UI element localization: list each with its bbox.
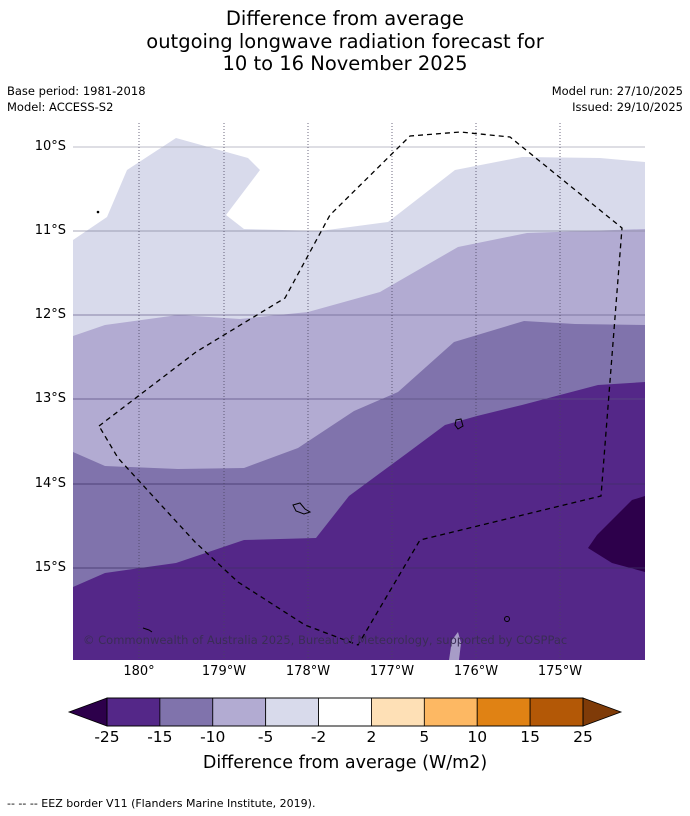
colorbar-tick-label: -2 bbox=[310, 728, 327, 746]
lat-label: 15°S bbox=[34, 560, 66, 575]
colorbar-over-arrow bbox=[582, 697, 623, 727]
lon-label: 176°W bbox=[453, 664, 499, 679]
issued-date: Issued: 29/10/2025 bbox=[572, 100, 683, 114]
colorbar-tick-label: 15 bbox=[520, 728, 540, 746]
colorbar-cell bbox=[318, 697, 372, 727]
gridlines bbox=[73, 123, 645, 660]
colorbar-cell bbox=[529, 697, 584, 727]
colorbar-tick-label: -15 bbox=[147, 728, 173, 746]
islands bbox=[96, 210, 510, 633]
lat-label: 10°S bbox=[34, 139, 66, 154]
colorbar-label: Difference from average (W/m2) bbox=[202, 753, 488, 773]
island-bottom-left bbox=[142, 627, 153, 633]
eez-border bbox=[98, 131, 623, 646]
lat-label: 12°S bbox=[34, 307, 66, 322]
title-line-3: 10 to 16 November 2025 bbox=[222, 52, 468, 75]
lon-label: 175°W bbox=[537, 664, 583, 679]
model-name: Model: ACCESS-S2 bbox=[7, 100, 114, 114]
island-south bbox=[504, 616, 510, 622]
lon-label: 179°W bbox=[201, 664, 247, 679]
colorbar-cell bbox=[159, 697, 214, 727]
map-title: Difference from average outgoing longwav… bbox=[0, 7, 690, 76]
lat-label: 13°S bbox=[34, 391, 66, 406]
lon-label: 178°W bbox=[285, 664, 331, 679]
island-center bbox=[454, 418, 464, 430]
title-line-1: Difference from average bbox=[225, 7, 465, 30]
lon-label: 180° bbox=[123, 664, 155, 679]
white-patch-bottom bbox=[449, 632, 461, 660]
colorbar-cell bbox=[106, 697, 161, 727]
eez-footnote: -- -- -- EEZ border V11 (Flanders Marine… bbox=[7, 797, 316, 810]
island-northwest-speck bbox=[96, 210, 100, 214]
title-line-2: outgoing longwave radiation forecast for bbox=[146, 29, 544, 53]
colorbar-cell bbox=[371, 697, 425, 727]
colorbar-cell bbox=[265, 697, 319, 727]
island-west bbox=[292, 502, 312, 515]
colorbar-tick-label: -25 bbox=[94, 728, 120, 746]
colorbar-tick-label: 5 bbox=[419, 728, 430, 746]
band-minus-25-to-minus-15 bbox=[73, 382, 645, 660]
colorbar-tick-label: -5 bbox=[257, 728, 274, 746]
colorbar-cell bbox=[423, 697, 478, 727]
model-run: Model run: 27/10/2025 bbox=[551, 84, 683, 98]
colorbar-tick-label: 10 bbox=[467, 728, 488, 746]
colorbar bbox=[67, 697, 623, 727]
olr-anomaly-field bbox=[73, 123, 645, 660]
band-below-minus-25 bbox=[588, 496, 645, 572]
colorbar-tick-label: -10 bbox=[200, 728, 226, 746]
base-period: Base period: 1981-2018 bbox=[7, 84, 146, 98]
colorbar-tick-label: 25 bbox=[573, 728, 593, 746]
meta-right: Model run: 27/10/2025 Issued: 29/10/2025 bbox=[552, 83, 683, 115]
lat-label: 11°S bbox=[34, 223, 66, 238]
colorbar-tick-label: 2 bbox=[366, 728, 377, 746]
lat-label: 14°S bbox=[34, 476, 66, 491]
copyright-notice: © Commonwealth of Australia 2025, Bureau… bbox=[83, 633, 568, 647]
colorbar-cell bbox=[212, 697, 267, 727]
meta-left: Base period: 1981-2018 Model: ACCESS-S2 bbox=[7, 83, 146, 115]
colorbar-under-arrow bbox=[67, 697, 108, 727]
lon-label: 177°W bbox=[369, 664, 415, 679]
colorbar-cell bbox=[476, 697, 531, 727]
colorbar-outline bbox=[106, 697, 584, 727]
